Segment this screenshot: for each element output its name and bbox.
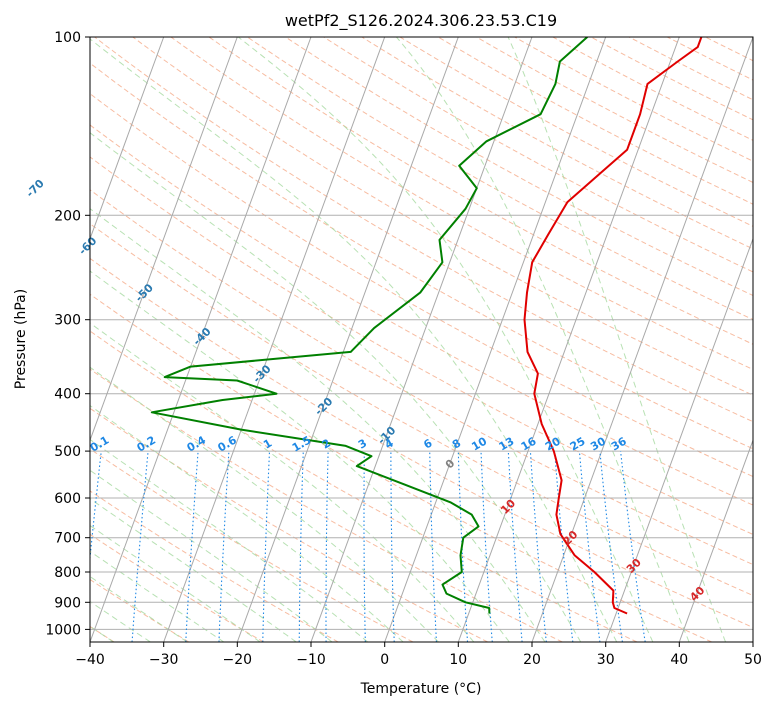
isotherm-line: [236, 37, 459, 642]
mixing-ratio-line: [599, 451, 623, 642]
isotherm-line: [90, 37, 238, 442]
mixing-ratio-line: [90, 451, 102, 564]
y-tick-label: 400: [54, 387, 81, 403]
moist-adiabat: [90, 270, 510, 642]
dry-adiabat: [361, 37, 753, 250]
dry-adiabat: [514, 37, 753, 162]
dry-adiabat: [90, 368, 563, 642]
isotherm-line: [90, 37, 312, 642]
y-tick-label: 100: [54, 30, 81, 46]
x-tick-label: −20: [223, 652, 253, 668]
plot-area: [90, 37, 753, 642]
mixing-ratio-line: [620, 451, 646, 642]
y-axis-label: Pressure (hPa): [13, 289, 29, 389]
isotherm-line: [605, 237, 753, 642]
isotherm-line: [384, 37, 607, 642]
y-tick-label: 600: [54, 491, 81, 507]
dry-adiabat: [90, 124, 753, 506]
y-tick-label: 200: [54, 208, 81, 224]
dry-adiabat: [399, 37, 753, 227]
y-tick-label: 700: [54, 531, 81, 547]
dry-adiabat: [90, 189, 753, 566]
mixing-ratio-line: [554, 451, 574, 642]
dry-adiabat: [247, 37, 753, 321]
isotherm-line: [90, 37, 165, 241]
isotherm-line: [678, 438, 753, 642]
dry-adiabat: [90, 293, 712, 642]
x-tick-label: −10: [296, 652, 326, 668]
axes: −40 −30 −20 −10 0 10 20 30 40 50 100 200 300 400 500 60…: [45, 30, 762, 668]
dry-adiabat: [90, 93, 753, 478]
x-tick-label: 40: [670, 652, 688, 668]
y-tick-label: 800: [54, 565, 81, 581]
dry-adiabat: [552, 37, 753, 141]
x-tick-label: 20: [523, 652, 541, 668]
x-tick-label: 0: [380, 652, 389, 668]
x-tick-label: −30: [149, 652, 179, 668]
mixing-ratio-line: [507, 451, 523, 642]
mixing-ratio-line: [529, 451, 547, 642]
dry-adiabat: [476, 37, 753, 184]
dry-adiabat: [90, 62, 753, 450]
mixing-ratio-line: [578, 451, 601, 642]
dewpoint-trace: [150, 37, 588, 614]
chart-title: wetPf2_S126.2024.306.23.53.C19: [285, 11, 557, 31]
isotherm-line: [531, 37, 753, 642]
dry-adiabat: [170, 37, 753, 371]
y-tick-label: 300: [54, 313, 81, 329]
y-tick-label: 900: [54, 595, 81, 611]
isotherm-line: [457, 37, 680, 642]
y-tick-label: 1000: [45, 622, 81, 638]
x-tick-label: 30: [597, 652, 615, 668]
x-tick-label: 50: [744, 652, 762, 668]
dry-adiabat: [90, 330, 638, 642]
y-tick-label: 500: [54, 444, 81, 460]
plot-frame: [89, 36, 754, 643]
x-axis-label: Temperature (°C): [360, 681, 482, 697]
dry-adiabat: [94, 37, 753, 423]
x-tick-label: 10: [449, 652, 467, 668]
dry-adiabat: [208, 37, 753, 345]
mixing-ratio-line: [131, 451, 149, 642]
dry-adiabat: [132, 37, 753, 396]
dry-adiabat: [90, 257, 753, 629]
moist-adiabat: [237, 37, 654, 642]
temperature-trace: [523, 37, 703, 615]
x-tick-label: −40: [75, 652, 105, 668]
isotherm-line: [163, 37, 386, 642]
